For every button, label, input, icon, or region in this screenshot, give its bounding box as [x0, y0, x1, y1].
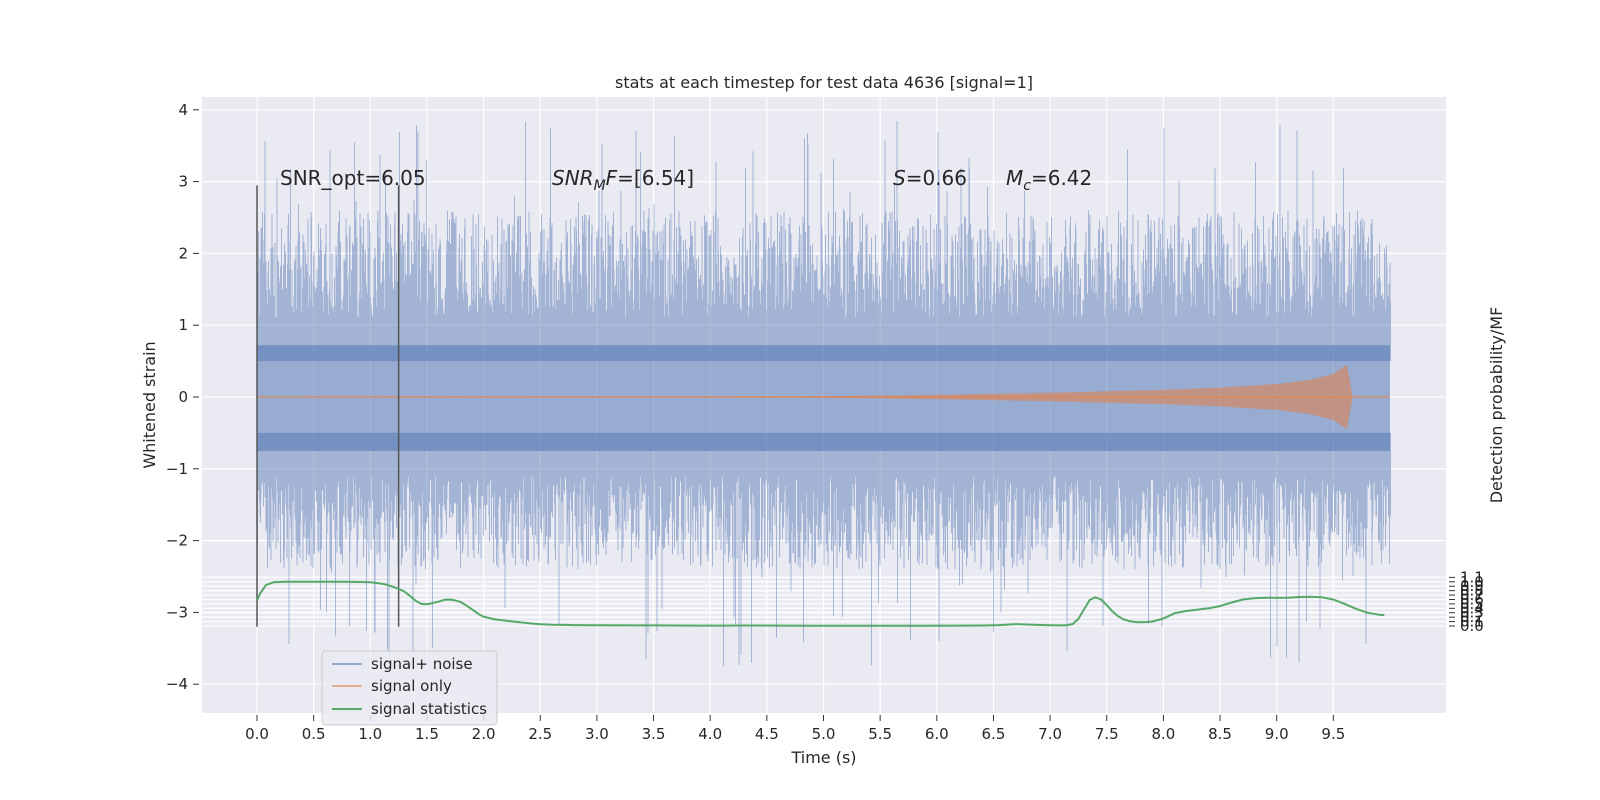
y-left-tick-label: −1: [166, 460, 188, 478]
legend-label-signal-only: signal only: [371, 677, 452, 695]
y-left-tick-label: 0: [178, 388, 188, 406]
y-left-tick-label: −2: [166, 532, 188, 550]
snr-mf-symbol: SNR: [552, 166, 594, 190]
annotation-snr-opt: SNR_opt=6.05: [280, 166, 426, 190]
y-axis-right-ticks: 1.11.00.90.80.70.60.50.40.30.20.10.0: [1449, 568, 1484, 635]
x-tick-label: 8.5: [1208, 725, 1232, 743]
mc-value: =6.42: [1031, 166, 1092, 190]
annotation-mc: Mc=6.42: [1006, 166, 1092, 194]
x-tick-label: 5.0: [812, 725, 836, 743]
x-tick-label: 2.0: [472, 725, 496, 743]
legend-label-statistics: signal statistics: [371, 700, 487, 718]
x-tick-label: 0.0: [245, 725, 269, 743]
x-tick-label: 7.0: [1038, 725, 1062, 743]
y-axis-left-ticks: 4 3 2 1 0 −1 −2 −3 −4: [166, 101, 199, 693]
snr-mf-subscript: M: [594, 178, 606, 194]
x-tick-label: 4.5: [755, 725, 779, 743]
chart-title: stats at each timestep for test data 463…: [615, 73, 1033, 92]
y-axis-right-label: Detection probability/MF: [1487, 307, 1506, 504]
y-left-tick-label: −4: [166, 675, 188, 693]
y-right-tick-label: 1.0: [1460, 573, 1484, 591]
mc-subscript: c: [1023, 178, 1031, 194]
s-value: =0.66: [906, 166, 967, 190]
snr-mf-value: =[6.54]: [617, 166, 694, 190]
y-left-tick-label: −3: [166, 603, 188, 621]
x-tick-label: 9.0: [1265, 725, 1289, 743]
y-right-tick-label: 0.4: [1460, 599, 1484, 617]
y-right-tick-label: 0.3: [1460, 604, 1484, 622]
y-left-tick-label: 2: [178, 244, 188, 262]
x-tick-label: 9.5: [1321, 725, 1345, 743]
y-left-tick-label: 4: [178, 101, 188, 119]
y-right-tick-label: 0.2: [1460, 608, 1484, 626]
x-tick-label: 0.5: [302, 725, 326, 743]
mc-symbol: M: [1006, 166, 1023, 190]
annotation-s: S=0.66: [893, 166, 967, 190]
annotation-snr-mf: SNRMF=[6.54]: [552, 166, 694, 194]
x-tick-label: 6.0: [925, 725, 949, 743]
y-right-tick-label: 0.9: [1460, 577, 1484, 595]
x-tick-label: 2.5: [528, 725, 552, 743]
signal-statistics-series: [256, 580, 1385, 627]
y-right-tick-label: 0.7: [1460, 586, 1484, 604]
y-left-tick-label: 1: [178, 316, 188, 334]
x-tick-label: 5.5: [868, 725, 892, 743]
y-right-tick-label: 0.5: [1460, 595, 1484, 613]
x-tick-label: 7.5: [1095, 725, 1119, 743]
x-tick-label: 3.5: [642, 725, 666, 743]
y-right-tick-label: 0.6: [1460, 590, 1484, 608]
legend-label-noise: signal+ noise: [371, 655, 473, 673]
y-right-tick-label: 0.0: [1460, 617, 1484, 635]
s-symbol: S: [893, 166, 906, 190]
x-tick-label: 6.5: [982, 725, 1006, 743]
y-right-tick-label: 0.1: [1460, 613, 1484, 631]
x-axis-ticks: 0.0 0.5 1.0 1.5 2.0 2.5 3.0 3.5 4.0 4.5 5.0 5.5 6.0 6…: [245, 715, 1345, 743]
y-axis-left-label: Whitened strain: [140, 341, 159, 468]
y-right-tick-label: 0.8: [1460, 582, 1484, 600]
snr-mf-tail: F: [606, 166, 618, 190]
x-tick-label: 8.0: [1151, 725, 1175, 743]
marker-lines: [256, 185, 400, 627]
x-tick-label: 4.0: [698, 725, 722, 743]
x-tick-label: 1.0: [358, 725, 382, 743]
y-right-tick-label: 1.1: [1460, 568, 1484, 586]
signal-noise-band: [257, 345, 1390, 451]
legend: signal+ noise signal only signal statist…: [321, 650, 498, 726]
x-tick-label: 1.5: [415, 725, 439, 743]
y-left-tick-label: 3: [178, 173, 188, 191]
x-axis-label: Time (s): [790, 748, 856, 767]
x-tick-label: 3.0: [585, 725, 609, 743]
legend-box: [321, 650, 498, 726]
